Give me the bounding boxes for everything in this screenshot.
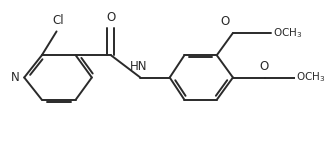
Text: O: O <box>259 60 268 73</box>
Text: OCH$_3$: OCH$_3$ <box>296 71 326 84</box>
Text: HN: HN <box>130 60 148 73</box>
Text: N: N <box>11 71 20 84</box>
Text: OCH$_3$: OCH$_3$ <box>273 26 302 40</box>
Text: Cl: Cl <box>52 14 64 27</box>
Text: O: O <box>106 11 115 24</box>
Text: O: O <box>221 15 230 28</box>
